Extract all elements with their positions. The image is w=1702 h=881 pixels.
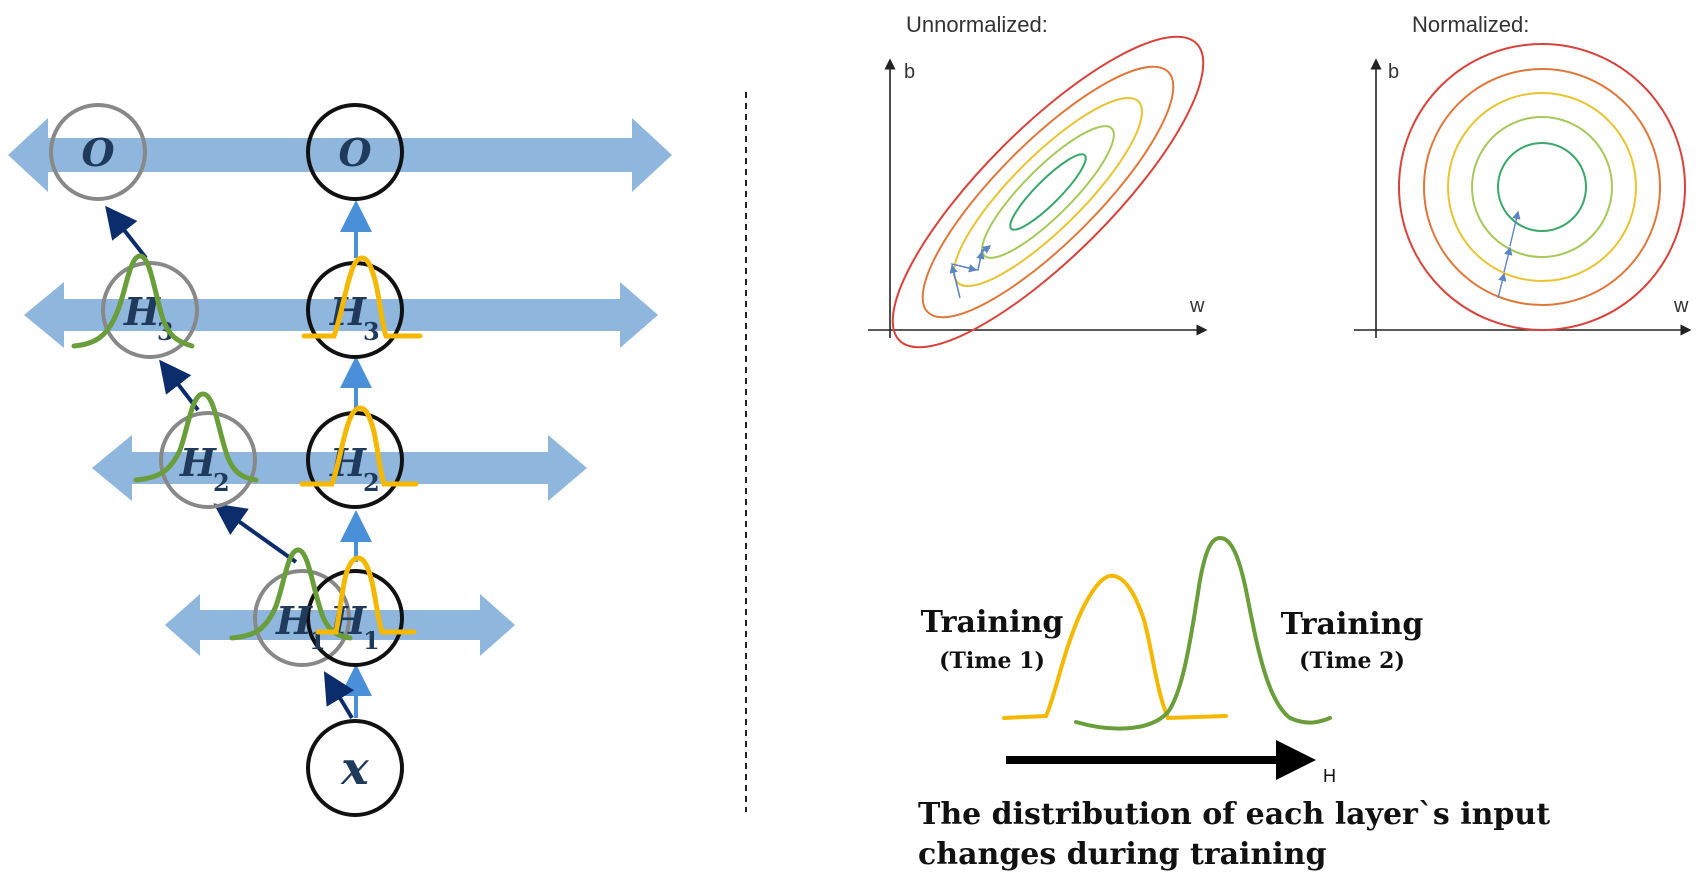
dist-curve-h3 [301, 255, 423, 339]
gd-step-u-4 [981, 245, 992, 254]
label-h3-shifted-sub: 3 [157, 317, 174, 346]
distribution-time-1 [1002, 573, 1228, 721]
y-axis-label-unnormalized: b [904, 61, 915, 83]
dist-curve-h2-shifted [133, 391, 259, 483]
contour-n-3 [1447, 92, 1637, 282]
covariate-shift-caption: The distribution of each layer`s input c… [918, 797, 1551, 872]
layer-band-h1 [165, 594, 515, 656]
node-h2-shifted [159, 411, 257, 509]
plot-title-unnormalized: Unnormalized: [906, 12, 1048, 37]
layer-band-h2 [92, 435, 587, 501]
arrow-x-to-h1-shifted [323, 671, 355, 720]
contour-n-5 [1497, 142, 1587, 232]
gd-step-n-2 [1503, 246, 1513, 273]
label-h1-sub: 1 [363, 626, 380, 655]
node-h1 [306, 569, 404, 667]
gd-step-u-1 [949, 264, 961, 299]
distribution-time-2 [1074, 535, 1332, 731]
gd-step-u-2 [951, 263, 978, 273]
gd-step-n-3 [1509, 210, 1521, 247]
dist-curve-h3-shifted [71, 253, 195, 349]
node-o [306, 103, 404, 201]
layer-band-output [8, 118, 672, 192]
dist-curve-h1-shifted [229, 547, 353, 641]
gd-step-u-3 [976, 250, 985, 271]
contour-u-5 [1009, 153, 1087, 231]
covariate-shift-diagram: H Training (Time 1) Training (Time 2) [921, 535, 1424, 786]
dist-curve-h2 [299, 405, 419, 487]
node-x [306, 719, 404, 817]
contour-plot-unnormalized: Unnormalized: b w [868, 12, 1208, 349]
contour-n-2 [1423, 68, 1661, 306]
x-axis-label-unnormalized: w [1189, 295, 1205, 317]
arrow-h1-to-h2-shifted [213, 503, 298, 564]
node-h1-shifted [253, 569, 351, 667]
label-time2: (Time 2) [1299, 648, 1405, 674]
label-h2-shifted-sub: 2 [213, 468, 230, 497]
dist-curve-h1 [315, 555, 417, 635]
label-time1: (Time 1) [939, 648, 1045, 674]
x-axis-label-normalized: w [1673, 295, 1689, 317]
label-o: O [338, 130, 371, 175]
network-diagram: O O H 3 H 3 H 2 H 2 H 1 H 1 x [8, 103, 672, 817]
node-h3-shifted [101, 261, 199, 359]
label-h3-sub: 3 [363, 317, 380, 346]
contour-u-2 [921, 65, 1175, 319]
label-training-time1: Training [921, 605, 1064, 640]
label-h2-sub: 2 [363, 468, 380, 497]
contour-plot-normalized: Normalized: b w [1354, 12, 1692, 338]
gd-step-n-1 [1497, 272, 1507, 299]
arrow-h3-to-o-shifted [105, 205, 148, 260]
label-h1-shifted: H [275, 598, 313, 643]
y-axis-label-normalized: b [1388, 61, 1399, 83]
contour-n-4 [1471, 116, 1613, 258]
label-x: x [340, 741, 369, 795]
contour-u-1 [891, 35, 1205, 349]
contour-u-4 [981, 125, 1115, 259]
label-o-shifted: O [81, 130, 114, 175]
contour-u-3 [952, 96, 1144, 288]
h-axis-label: H [1323, 766, 1336, 786]
label-h2-shifted: H [179, 440, 217, 485]
node-o-shifted [49, 103, 147, 201]
label-training-time2: Training [1281, 607, 1424, 642]
plot-title-normalized: Normalized: [1412, 12, 1529, 37]
contour-n-1 [1398, 43, 1686, 331]
